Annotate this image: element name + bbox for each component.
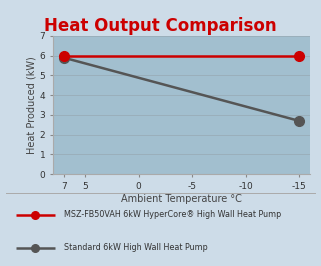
Text: MSZ-FB50VAH 6kW HyperCore® High Wall Heat Pump: MSZ-FB50VAH 6kW HyperCore® High Wall Hea… xyxy=(64,210,282,219)
X-axis label: Ambient Temperature °C: Ambient Temperature °C xyxy=(121,194,242,204)
Text: Standard 6kW High Wall Heat Pump: Standard 6kW High Wall Heat Pump xyxy=(64,243,208,252)
Text: Heat Output Comparison: Heat Output Comparison xyxy=(44,17,277,35)
Y-axis label: Heat Produced (kW): Heat Produced (kW) xyxy=(27,56,37,154)
